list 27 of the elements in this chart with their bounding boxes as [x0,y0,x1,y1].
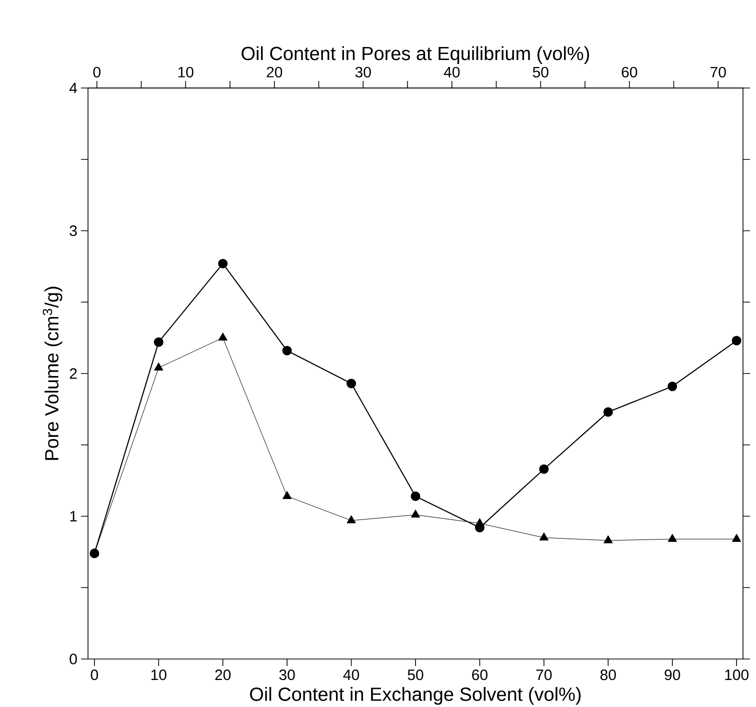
x-tick-label: 60 [472,670,488,680]
x-axis-title: Oil Content in Exchange Solvent (vol%) [250,687,581,705]
x-tick-label: 20 [215,670,231,680]
y-tick-label: 3 [70,225,77,236]
x-tick-label: 40 [343,670,360,680]
x2-tick-label: 10 [178,66,194,78]
y-tick-label: 2 [70,368,77,379]
x2-axis-title: Oil Content in Pores at Equilibrium (vol%) [242,46,589,64]
y-tick-label: 0 [70,654,77,664]
x2-tick-label: 0 [93,66,100,78]
x-tick-label: 100 [725,670,748,680]
y-tick-label: 1 [70,511,77,522]
x-tick-label: 90 [664,670,680,680]
x2-tick-label: 20 [266,66,282,78]
x2-tick-label: 50 [532,66,548,78]
x-tick-label: 80 [600,670,616,680]
x2-tick-label: 70 [710,66,726,78]
x-tick-label: 30 [279,670,295,680]
x-tick-label: 0 [90,670,98,680]
x2-tick-label: 30 [355,66,371,78]
x-tick-label: 70 [536,670,552,680]
x2-tick-label: 60 [622,66,638,78]
y-axis-title: Pore Volume (cm$^{3}$/g) [42,286,62,460]
x-tick-label: 10 [151,670,166,680]
y-tick-label: 4 [69,82,78,94]
x2-tick-label: 40 [444,66,460,78]
x-tick-label: 50 [408,670,424,680]
